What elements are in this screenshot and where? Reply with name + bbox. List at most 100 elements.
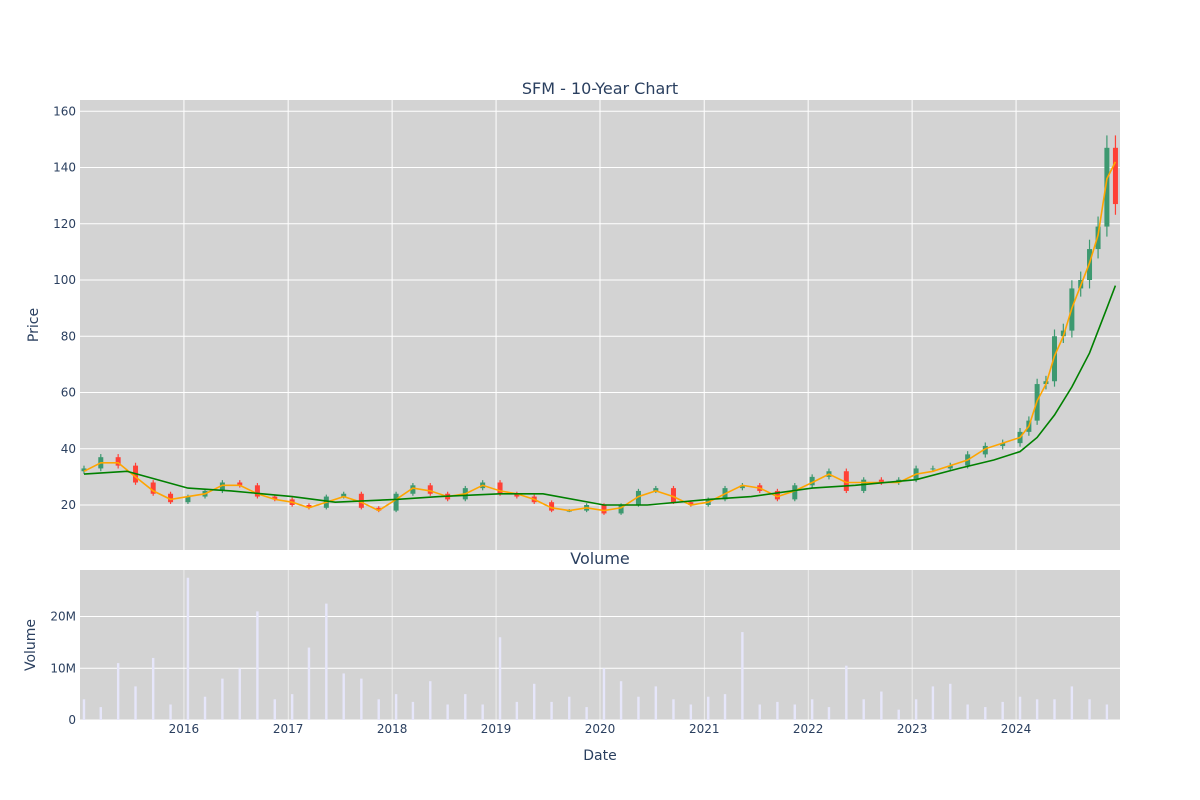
volume-bar (914, 699, 918, 720)
volume-bar (429, 681, 432, 720)
volume-bar (1035, 699, 1039, 720)
price-chart-title: SFM - 10-Year Chart (522, 79, 678, 98)
candle-body (670, 488, 676, 503)
candle-body (219, 482, 225, 491)
candle-body (653, 488, 659, 491)
volume-bar (360, 678, 363, 720)
volume-bar (897, 709, 900, 720)
volume-bar (515, 701, 519, 720)
x-tick-label: 2024 (1001, 722, 1032, 736)
x-tick-label: 2016 (169, 722, 200, 736)
volume-bar (984, 707, 987, 720)
price-y-tick-label: 20 (61, 498, 76, 512)
volume-bar (377, 699, 380, 720)
candle-body (81, 468, 87, 472)
price-y-tick-label: 120 (53, 217, 76, 231)
volume-bar (758, 704, 761, 720)
volume-bar (949, 683, 952, 720)
volume-bar (1018, 696, 1022, 720)
candle-body (809, 476, 815, 486)
candle-body (930, 468, 936, 470)
volume-bar (827, 707, 831, 720)
volume-bar (325, 603, 328, 720)
candle-body (792, 485, 798, 500)
volume-bar (290, 694, 294, 720)
candle-body (878, 479, 884, 483)
volume-bar (151, 657, 155, 720)
volume-bar (464, 694, 467, 720)
volume-bar (273, 699, 276, 720)
volume-bar (880, 691, 883, 720)
price-y-tick-label: 160 (53, 104, 76, 118)
volume-bar (342, 673, 345, 720)
volume-bar (186, 577, 190, 720)
candle-body (306, 505, 312, 508)
volume-bar (411, 701, 415, 720)
volume-bar (394, 694, 398, 720)
volume-bar (446, 704, 449, 720)
volume-bar (966, 704, 969, 720)
x-tick-label: 2022 (793, 722, 824, 736)
volume-bar (1053, 699, 1056, 720)
volume-bar (862, 699, 865, 720)
candle-body (1052, 336, 1058, 382)
price-y-tick-label: 100 (53, 273, 76, 287)
candle-body (254, 485, 260, 497)
volume-bar (1070, 686, 1074, 720)
volume-chart-title: Volume (570, 549, 630, 568)
volume-bars (82, 577, 1109, 720)
candle-body (341, 493, 347, 497)
candle-body (549, 502, 555, 511)
volume-bar (672, 699, 675, 720)
candle-body (497, 482, 503, 494)
candle-body (376, 507, 382, 511)
volume-bar (689, 704, 693, 720)
candle-body (514, 493, 520, 497)
candle-body (947, 465, 953, 469)
volume-bar (238, 668, 241, 720)
candle-body (1060, 330, 1066, 337)
volume-bar (931, 686, 935, 720)
candle-body (427, 485, 433, 494)
volume-bar (793, 704, 796, 720)
candle-body (1112, 147, 1118, 205)
volume-bar (568, 696, 571, 720)
volume-bar (550, 701, 553, 720)
x-tick-label: 2017 (273, 722, 304, 736)
volume-bar (845, 665, 848, 720)
volume-bar (637, 696, 640, 720)
candle-body (115, 457, 121, 466)
price-y-tick-label: 140 (53, 161, 76, 175)
candle-body (168, 493, 174, 503)
volume-bar (307, 647, 311, 720)
volume-bar (481, 704, 484, 720)
candle-body (150, 482, 156, 494)
candle-body (774, 490, 780, 500)
candle-body (982, 445, 988, 455)
candle-body (1000, 443, 1006, 446)
gridlines (80, 100, 1120, 721)
volume-bar (723, 694, 727, 720)
volume-y-axis-title: Volume (23, 619, 39, 671)
volume-bar (585, 707, 588, 720)
volume-bar (741, 632, 744, 720)
volume-bar (169, 704, 172, 720)
x-tick-label: 2018 (377, 722, 408, 736)
short-moving-average-line (83, 161, 1117, 512)
candle-body (688, 502, 694, 505)
candle-body (185, 496, 191, 503)
volume-y-tick-label: 20M (50, 610, 76, 624)
candle-body (618, 505, 624, 514)
long-moving-average-line (83, 285, 1117, 506)
price-y-axis-title: Price (26, 308, 42, 342)
volume-bar (619, 681, 623, 720)
volume-bar (602, 668, 606, 720)
candle-body (601, 505, 607, 514)
volume-bar (99, 707, 102, 720)
candle-body (410, 485, 416, 494)
volume-bar (654, 686, 658, 720)
volume-bar (707, 696, 710, 720)
x-axis-title: Date (583, 748, 616, 764)
price-y-tick-label: 40 (61, 442, 76, 456)
